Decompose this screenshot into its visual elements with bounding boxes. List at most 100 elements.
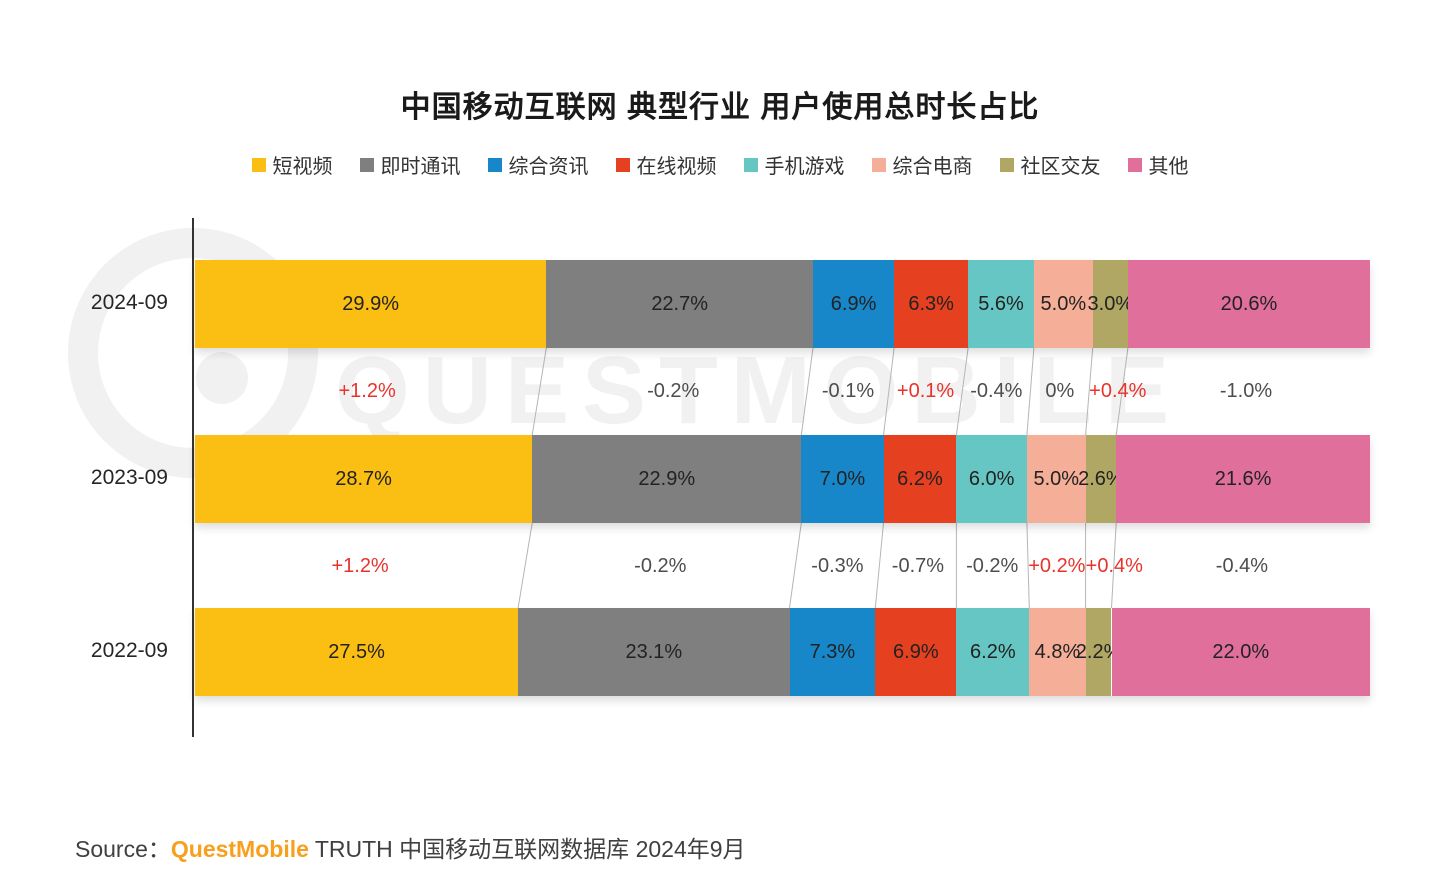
- segment-2023-09-综合资讯: 7.0%: [801, 435, 884, 523]
- connector-line: [1115, 347, 1129, 436]
- segment-2024-09-综合资讯: 6.9%: [813, 260, 895, 348]
- bar-row-2023-09: 28.7% 22.9% 7.0% 6.2% 6.0% 5.0% 2.6% 21.6%: [195, 435, 1370, 523]
- legend-item-2: 即时通讯: [359, 150, 461, 179]
- segment-2022-09-在线视频: 6.9%: [875, 608, 957, 696]
- connector-line: [789, 522, 802, 609]
- segment-2022-09-其他: 22.0%: [1111, 608, 1370, 696]
- segment-2023-09-即时通讯: 22.9%: [532, 435, 802, 523]
- legend-item-7: 社区交友: [999, 150, 1101, 179]
- connector-line: [531, 347, 547, 436]
- change-label-短视频-1: +1.2%: [338, 380, 396, 402]
- segment-2022-09-短视频: 27.5%: [195, 608, 519, 696]
- segment-value-label: 5.6%: [978, 292, 1024, 315]
- legend-swatch: [251, 157, 266, 172]
- change-label-综合资讯-2: -0.3%: [811, 555, 864, 577]
- segment-2023-09-短视频: 28.7%: [195, 435, 533, 523]
- segment-2024-09-短视频: 29.9%: [195, 260, 547, 348]
- source-line: Source：QuestMobile TRUTH 中国移动互联网数据库 2024…: [75, 830, 746, 864]
- change-label-其他-1: -1.0%: [1219, 380, 1273, 402]
- source-prefix: Source：: [75, 836, 171, 862]
- change-label-综合资讯-1: -0.1%: [821, 380, 875, 402]
- segment-value-label: 2.2%: [1075, 640, 1122, 663]
- legend-item-6: 综合电商: [871, 150, 973, 179]
- legend-item-8: 其他: [1127, 150, 1189, 179]
- segment-value-label: 6.2%: [970, 640, 1016, 663]
- legend-item-5: 手机游戏: [743, 150, 845, 179]
- connector-line: [1026, 522, 1030, 609]
- legend-label: 短视频: [272, 156, 333, 178]
- source-brand: QuestMobile: [170, 836, 309, 862]
- connector-line: [800, 347, 814, 436]
- change-label-综合电商-1: 0%: [1045, 380, 1075, 402]
- segment-2024-09-社区交友: 3.0%: [1088, 260, 1133, 348]
- connector-lines: [517, 347, 1129, 609]
- legend-label: 综合电商: [892, 156, 973, 178]
- category-label-2023-09: 2023-09: [90, 466, 168, 489]
- change-label-短视频-2: +1.2%: [331, 555, 389, 577]
- category-label-2022-09: 2022-09: [90, 639, 168, 662]
- segment-2023-09-在线视频: 6.2%: [883, 435, 957, 523]
- connector-line: [1111, 522, 1117, 609]
- y-axis-line: [192, 218, 194, 737]
- segment-2023-09-其他: 21.6%: [1116, 435, 1370, 523]
- legend-swatch: [999, 157, 1014, 172]
- segment-2024-09-综合电商: 5.0%: [1033, 260, 1093, 348]
- segment-2024-09-即时通讯: 22.7%: [546, 260, 814, 348]
- change-label-即时通讯-1: -0.2%: [647, 380, 700, 402]
- segment-value-label: 6.9%: [893, 640, 939, 663]
- legend-item-1: 短视频: [251, 150, 333, 179]
- change-label-即时通讯-2: -0.2%: [634, 555, 687, 577]
- bar-row-2022-09: 27.5% 23.1% 7.3% 6.9% 6.2% 4.8% 2.2% 22.0%: [195, 608, 1370, 696]
- segment-2022-09-综合资讯: 7.3%: [789, 608, 876, 696]
- segment-value-label: 6.3%: [908, 292, 954, 315]
- segment-value-label: 21.6%: [1214, 467, 1272, 490]
- segment-value-label: 4.8%: [1034, 640, 1081, 663]
- legend-label: 综合资讯: [508, 156, 589, 178]
- legend-swatch: [487, 157, 502, 172]
- legend-item-4: 在线视频: [615, 150, 717, 179]
- category-label-2024-09: 2024-09: [90, 291, 168, 314]
- segment-value-label: 6.2%: [897, 467, 943, 490]
- segment-2024-09-在线视频: 6.3%: [894, 260, 969, 348]
- segment-value-label: 28.7%: [335, 467, 392, 490]
- bar-row-2024-09: 29.9% 22.7% 6.9% 6.3% 5.6% 5.0% 3.0% 20.6%: [195, 260, 1370, 348]
- segment-value-label: 3.0%: [1087, 292, 1134, 315]
- legend: 短视频 即时通讯 综合资讯 在线视频 手机游戏 综合电商 社区交友 其他: [0, 150, 1440, 179]
- segment-2022-09-综合电商: 4.8%: [1029, 608, 1086, 696]
- change-label-其他-2: -0.4%: [1215, 555, 1269, 577]
- segment-value-label: 22.0%: [1212, 640, 1270, 663]
- connector-line: [1026, 347, 1035, 436]
- segment-value-label: 22.9%: [638, 467, 696, 490]
- change-label-在线视频-1: +0.1%: [896, 380, 955, 402]
- connector-line: [1085, 347, 1094, 436]
- segment-value-label: 22.7%: [651, 292, 709, 315]
- segment-value-label: 7.3%: [809, 640, 856, 663]
- connector-line: [517, 522, 533, 609]
- segment-2022-09-手机游戏: 6.2%: [956, 608, 1030, 696]
- segment-value-label: 5.0%: [1040, 292, 1087, 315]
- segment-2024-09-手机游戏: 5.6%: [968, 260, 1034, 348]
- legend-swatch: [615, 157, 630, 172]
- change-label-综合电商-2: +0.2%: [1028, 555, 1086, 577]
- chart-title: 中国移动互联网 典型行业 用户使用总时长占比: [400, 91, 1040, 124]
- questmobile-logo-dot: [196, 352, 248, 404]
- connector-line: [955, 347, 969, 436]
- segment-value-label: 23.1%: [625, 640, 683, 663]
- segment-2023-09-社区交友: 2.6%: [1078, 435, 1124, 523]
- change-label-手机游戏-2: -0.2%: [966, 555, 1019, 577]
- segment-2023-09-综合电商: 5.0%: [1026, 435, 1086, 523]
- legend-swatch: [871, 157, 886, 172]
- segment-2022-09-即时通讯: 23.1%: [518, 608, 790, 696]
- change-label-社区交友-1: +0.4%: [1089, 380, 1147, 402]
- segment-value-label: 5.0%: [1033, 467, 1080, 490]
- connector-line: [874, 522, 884, 609]
- segment-value-label: 6.9%: [830, 292, 877, 315]
- legend-label: 社区交友: [1020, 156, 1101, 178]
- segment-2023-09-手机游戏: 6.0%: [956, 435, 1027, 523]
- change-label-在线视频-2: -0.7%: [891, 555, 945, 577]
- segment-value-label: 27.5%: [328, 640, 385, 663]
- segment-2024-09-其他: 20.6%: [1127, 260, 1370, 348]
- segment-2022-09-社区交友: 2.2%: [1076, 608, 1121, 696]
- legend-label: 其他: [1148, 156, 1189, 178]
